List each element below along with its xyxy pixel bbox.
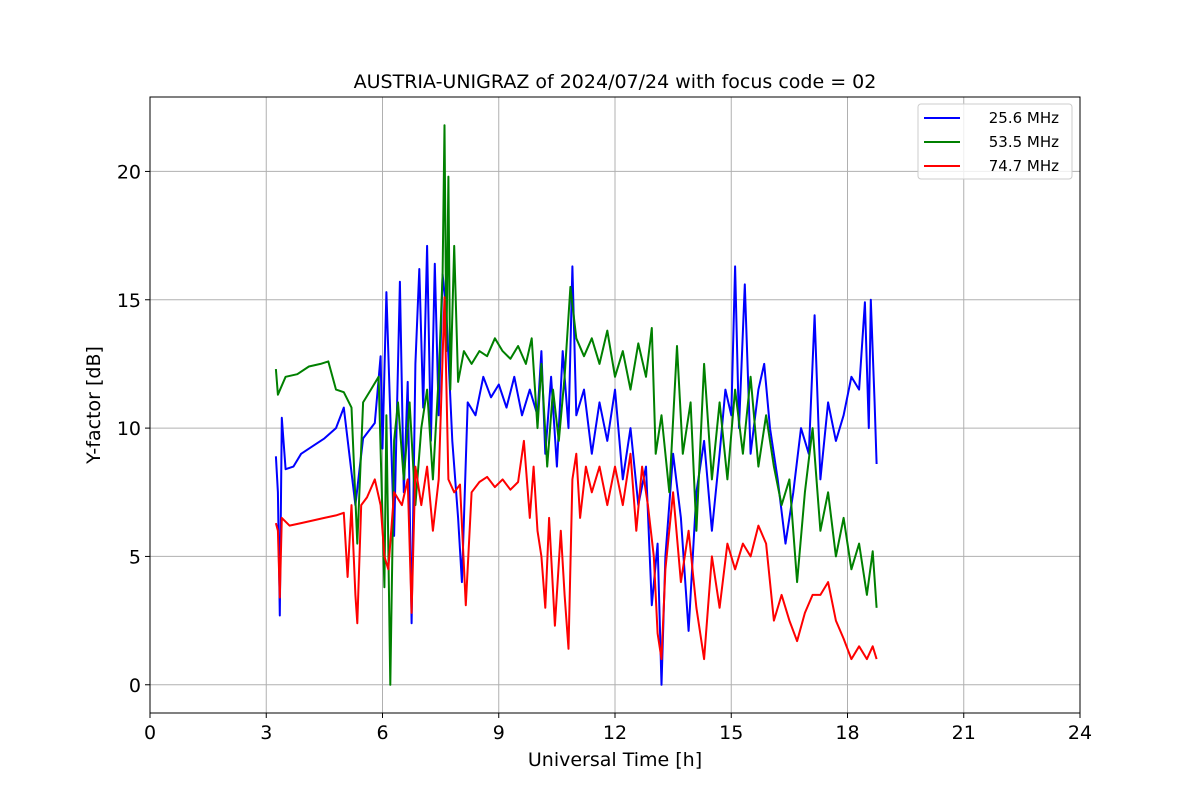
x-tick-label: 18 bbox=[835, 722, 859, 744]
x-tick-label: 12 bbox=[603, 722, 627, 744]
y-tick-label: 10 bbox=[117, 418, 141, 440]
y-tick-label: 0 bbox=[129, 675, 141, 697]
y-tick-label: 15 bbox=[117, 290, 141, 312]
series-line-25-6-mhz bbox=[274, 244, 878, 686]
legend-label-74-7-mhz: 74.7 MHz bbox=[989, 157, 1059, 175]
grid-lines bbox=[149, 97, 1081, 713]
x-tick-label: 0 bbox=[144, 722, 156, 744]
legend-label-25-6-mhz: 25.6 MHz bbox=[989, 109, 1059, 127]
axis-ticks: 0 3 6 9 12 15 18 21 24 0 5 10 15 20 bbox=[117, 161, 1092, 744]
x-tick-label: 3 bbox=[260, 722, 272, 744]
legend-label-53-5-mhz: 53.5 MHz bbox=[989, 133, 1059, 151]
y-tick-label: 20 bbox=[117, 161, 141, 183]
x-tick-label: 24 bbox=[1068, 722, 1092, 744]
chart-title: AUSTRIA-UNIGRAZ of 2024/07/24 with focus… bbox=[354, 71, 877, 93]
legend: 25.6 MHz 53.5 MHz 74.7 MHz bbox=[917, 103, 1073, 180]
legend-box bbox=[917, 103, 1073, 180]
y-axis-label: Y-factor [dB] bbox=[83, 346, 105, 465]
x-tick-label: 9 bbox=[493, 722, 505, 744]
x-tick-label: 6 bbox=[376, 722, 388, 744]
x-tick-label: 15 bbox=[719, 722, 743, 744]
series-lines bbox=[274, 124, 878, 686]
y-tick-label: 5 bbox=[129, 546, 141, 568]
x-axis-label: Universal Time [h] bbox=[528, 749, 702, 771]
x-tick-label: 21 bbox=[952, 722, 976, 744]
series-line-74-7-mhz bbox=[274, 296, 878, 661]
series-line-53-5-mhz bbox=[274, 124, 878, 686]
